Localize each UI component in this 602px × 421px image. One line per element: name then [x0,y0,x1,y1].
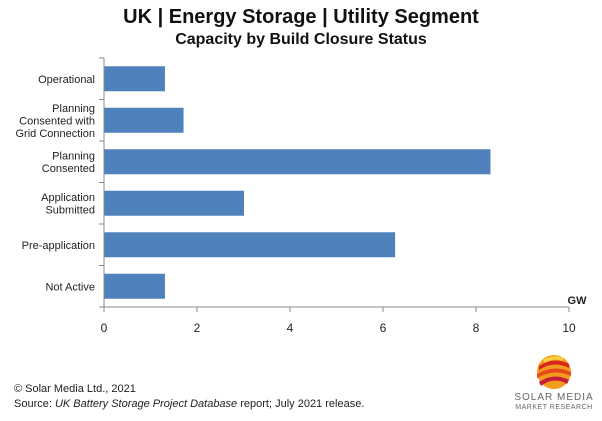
category-label: Pre-application [22,240,95,252]
bar [104,66,165,92]
x-tick-label: 10 [562,321,576,335]
category-label-line: Submitted [45,205,95,217]
category-label: Operational [38,74,95,86]
source-text: Source: UK Battery Storage Project Datab… [14,398,364,410]
category-label-line: Consented [42,163,95,175]
bar [104,232,396,258]
sun-swirl-icon [537,355,571,389]
logo-line2: MARKET RESEARCH [515,404,593,411]
chart-title: UK | Energy Storage | Utility Segment [123,6,479,28]
x-unit-label: GW [568,295,588,307]
source-prefix: Source: [14,398,55,410]
copyright-text: © Solar Media Ltd., 2021 [14,383,136,395]
bar [104,190,244,216]
solar-media-logo: SOLAR MEDIA MARKET RESEARCH [512,352,596,414]
category-label-line: Pre-application [22,240,95,252]
category-label-line: Operational [38,74,95,86]
category-label-line: Planning [52,151,95,163]
category-label: Application Submitted [41,192,95,217]
category-label-line: Application [41,192,95,204]
bar [104,149,491,175]
x-tick-label: 0 [101,321,108,335]
category-label-line: Grid Connection [16,128,96,140]
x-tick-label: 6 [380,321,387,335]
logo-line1: SOLAR MEDIA [514,392,594,403]
category-label-line: Planning [52,103,95,115]
x-tick-label: 8 [473,321,480,335]
bar [104,107,184,133]
source-title: UK Battery Storage Project Database [54,398,238,410]
category-label: Planning Consented with Grid Connection [16,103,96,140]
category-label: Planning Consented [42,151,95,176]
x-tick-label: 2 [194,321,201,335]
x-tick-label: 4 [287,321,294,335]
category-label-line: Consented with [19,115,95,127]
chart-subtitle: Capacity by Build Closure Status [175,31,427,48]
category-label-line: Not Active [45,281,95,293]
source-suffix: report; July 2021 release. [237,398,365,410]
bar [104,273,165,299]
category-label: Not Active [45,281,95,293]
